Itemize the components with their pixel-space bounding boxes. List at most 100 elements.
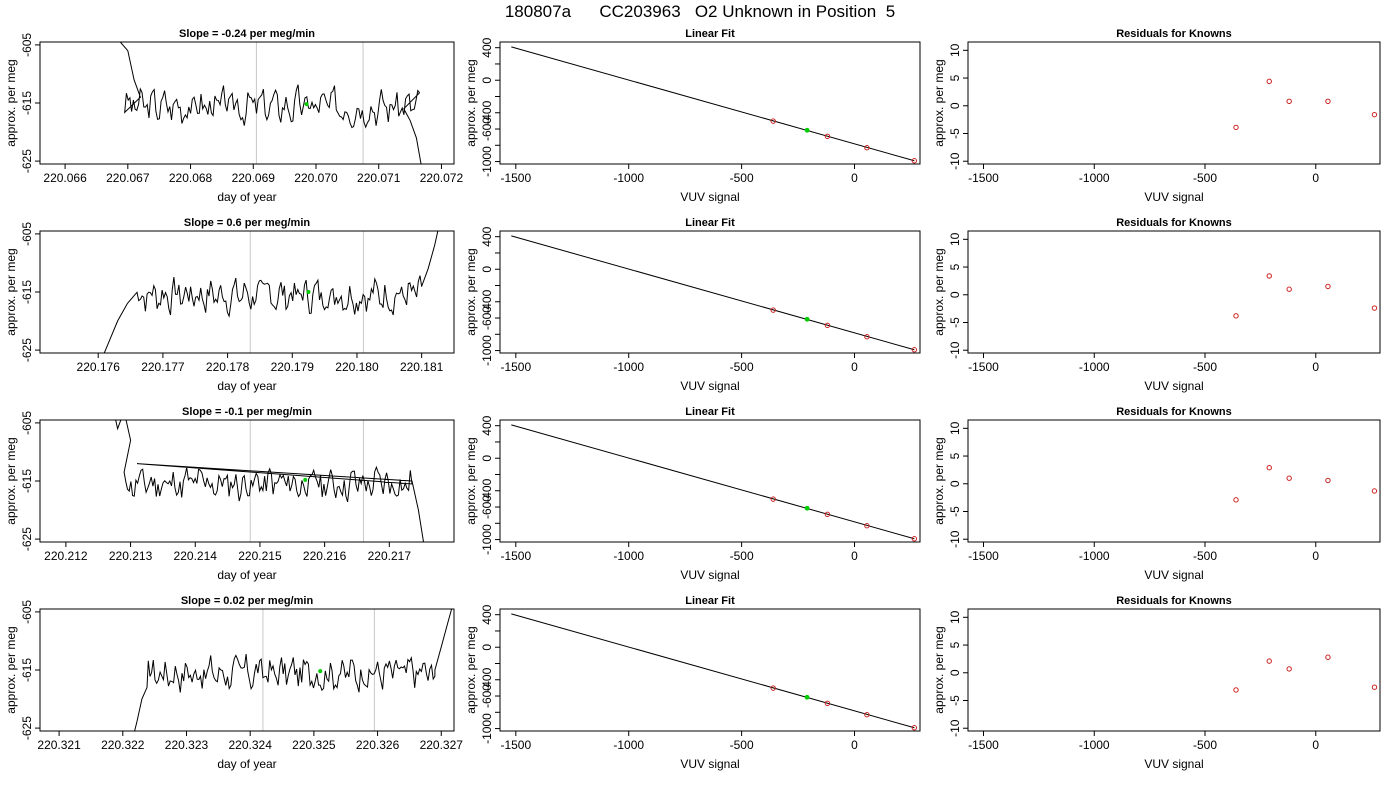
y-tick-label: -400: [480, 667, 494, 691]
plot-frame: [499, 230, 921, 354]
y-tick-label: -10: [948, 530, 962, 548]
x-tick-label: -1000: [1079, 171, 1110, 185]
data-point: [824, 133, 831, 140]
y-tick-label: 5: [948, 641, 962, 648]
plot-frame: [967, 41, 1381, 165]
y-tick-label: -10: [948, 719, 962, 737]
plot-area: [1233, 273, 1378, 319]
panel-12: Residuals for Knowns -1500 -1000 -500 0 -10 -5…: [932, 595, 1381, 771]
x-tick-label: 220.068: [169, 171, 213, 185]
data-point: [1233, 313, 1239, 319]
plot-area: [119, 42, 422, 164]
data-point: [1266, 273, 1272, 279]
data-point: [864, 712, 870, 718]
data-point: [1233, 124, 1239, 131]
plot-frame: [39, 608, 455, 732]
signal-trace: [115, 420, 425, 542]
x-tick-label: -500: [1193, 171, 1217, 185]
y-tick-label: 10: [948, 43, 962, 57]
x-tick-label: 220.216: [303, 549, 347, 563]
y-tick-label: 0: [480, 266, 494, 273]
plot-area: [1233, 78, 1378, 131]
x-axis-label: VUV signal: [1144, 568, 1203, 582]
plot-frame: [39, 41, 455, 165]
plot-area: [134, 609, 453, 731]
x-tick-label: 220.180: [335, 360, 379, 374]
y-tick-label: 0: [948, 669, 962, 676]
y-tick-label: -605: [20, 222, 34, 246]
data-point: [1286, 286, 1292, 292]
y-tick-label: -10: [948, 341, 962, 359]
x-axis-label: day of year: [217, 190, 276, 204]
data-point: [824, 322, 831, 329]
panel-title: Linear Fit: [685, 595, 735, 607]
x-tick-label: 220.178: [206, 360, 250, 374]
unknown-marker: [304, 102, 309, 107]
data-point: [824, 511, 831, 518]
y-axis-label: approx. per meg: [4, 437, 18, 524]
x-tick-label: -1000: [613, 549, 644, 563]
y-tick-label: -400: [480, 100, 494, 124]
x-tick-label: 0: [851, 171, 858, 185]
panel-title: Linear Fit: [685, 406, 735, 418]
x-tick-label: 0: [1312, 738, 1319, 752]
y-tick-label: -625: [20, 149, 34, 173]
x-tick-label: 220.321: [37, 738, 81, 752]
y-axis-label: approx. per meg: [4, 59, 18, 146]
plot-frame: [967, 419, 1381, 543]
plot-area: [511, 424, 918, 542]
panel-2: Linear Fit -1500 -1000 -500 0 -1000 -600-400 0 4…: [464, 28, 921, 204]
y-tick-label: -5: [948, 506, 962, 517]
x-tick-label: 0: [1312, 171, 1319, 185]
data-point: [770, 118, 776, 124]
plot-frame: [499, 419, 921, 543]
x-tick-label: 220.327: [420, 738, 464, 752]
x-tick-label: 220.181: [400, 360, 444, 374]
unknown-marker: [318, 669, 323, 674]
x-axis-label: VUV signal: [680, 379, 739, 393]
x-tick-label: 0: [851, 360, 858, 374]
x-tick-label: -500: [1193, 738, 1217, 752]
y-tick-label: 0: [948, 102, 962, 109]
x-tick-label: 220.213: [109, 549, 153, 563]
data-point: [911, 536, 918, 542]
plot-area: [511, 613, 918, 731]
data-point: [911, 347, 918, 353]
y-tick-label: -10: [948, 152, 962, 170]
y-axis-label: approx. per meg: [464, 59, 478, 146]
data-point: [770, 307, 776, 313]
unknown-point: [804, 127, 810, 133]
y-tick-label: -615: [20, 658, 34, 682]
panel-6: Residuals for Knowns -1500 -1000 -500 0 -10 -5…: [932, 217, 1381, 393]
data-point: [1233, 687, 1239, 693]
panel-title: Residuals for Knowns: [1116, 217, 1232, 229]
y-axis-label: approx. per meg: [4, 626, 18, 713]
x-tick-label: 220.217: [368, 549, 412, 563]
y-tick-label: -600: [480, 117, 494, 141]
x-tick-label: -500: [730, 549, 754, 563]
x-axis-label: day of year: [217, 568, 276, 582]
figure-title: 180807a CC203963 O2 Unknown in Position …: [504, 2, 896, 21]
y-tick-label: -615: [20, 91, 34, 115]
x-tick-label: -1500: [968, 738, 999, 752]
x-tick-label: 220.072: [420, 171, 464, 185]
panel-title: Linear Fit: [685, 28, 735, 40]
x-tick-label: 220.070: [294, 171, 338, 185]
x-tick-label: -1000: [613, 360, 644, 374]
x-tick-label: -1500: [500, 549, 531, 563]
unknown-point: [804, 505, 810, 511]
x-tick-label: 220.324: [228, 738, 272, 752]
data-point: [770, 496, 776, 502]
plot-frame: [499, 41, 921, 165]
data-point: [1325, 283, 1331, 290]
y-tick-label: 10: [948, 232, 962, 246]
data-point: [1325, 98, 1331, 105]
x-tick-label: 220.071: [357, 171, 401, 185]
y-tick-label: 0: [480, 644, 494, 651]
x-tick-label: -1000: [1079, 738, 1110, 752]
x-tick-label: -1500: [968, 549, 999, 563]
data-point: [1371, 111, 1378, 118]
y-axis-label: approx. per meg: [464, 626, 478, 713]
panel-8: Linear Fit -1500 -1000 -500 0 -1000 -600-400 0 4…: [464, 406, 921, 582]
data-point: [1371, 305, 1378, 311]
